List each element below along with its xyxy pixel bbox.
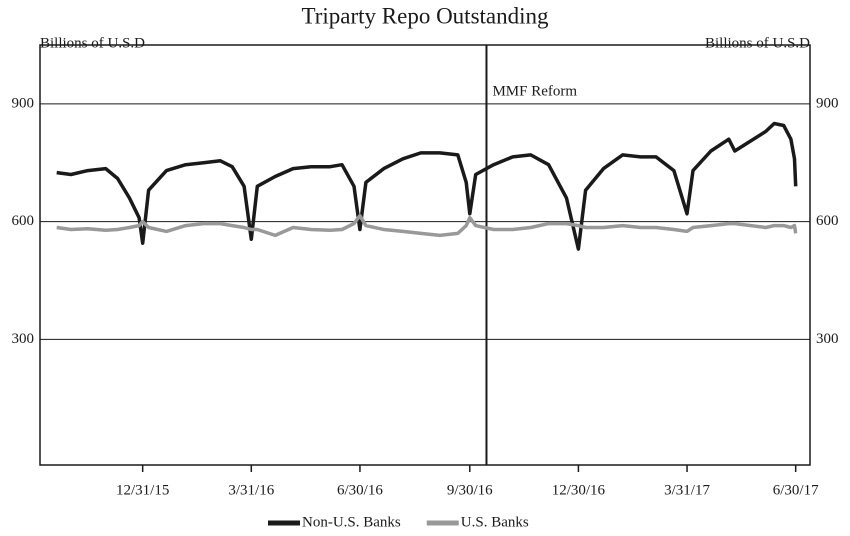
y2-tick-label: 600 (816, 213, 839, 229)
x-tick-label: 6/30/17 (773, 482, 819, 498)
series-line (56, 121, 798, 251)
y-tick-label: 300 (12, 331, 35, 347)
y2-tick-label: 900 (816, 95, 839, 111)
x-tick-label: 9/30/16 (447, 482, 493, 498)
x-tick-label: 6/30/16 (337, 482, 383, 498)
x-tick-label: 12/30/16 (552, 482, 606, 498)
plot-frame (39, 44, 811, 466)
y-tick-label: 600 (12, 213, 35, 229)
x-tick-label: 12/31/15 (116, 482, 169, 498)
x-tick-label: 3/31/16 (228, 482, 274, 498)
annotation-text: MMF Reform (492, 83, 577, 99)
series-line (56, 213, 798, 238)
y-tick-label: 900 (12, 95, 35, 111)
legend-label: Non-U.S. Banks (302, 514, 401, 530)
y2-axis-label: Billions of U.S.D (705, 35, 810, 51)
x-tick-label: 3/31/17 (664, 482, 710, 498)
legend-label: U.S. Banks (461, 514, 529, 530)
y2-tick-label: 300 (816, 331, 839, 347)
chart-title: Triparty Repo Outstanding (301, 3, 549, 28)
y-axis-label: Billions of U.S.D (40, 35, 145, 51)
